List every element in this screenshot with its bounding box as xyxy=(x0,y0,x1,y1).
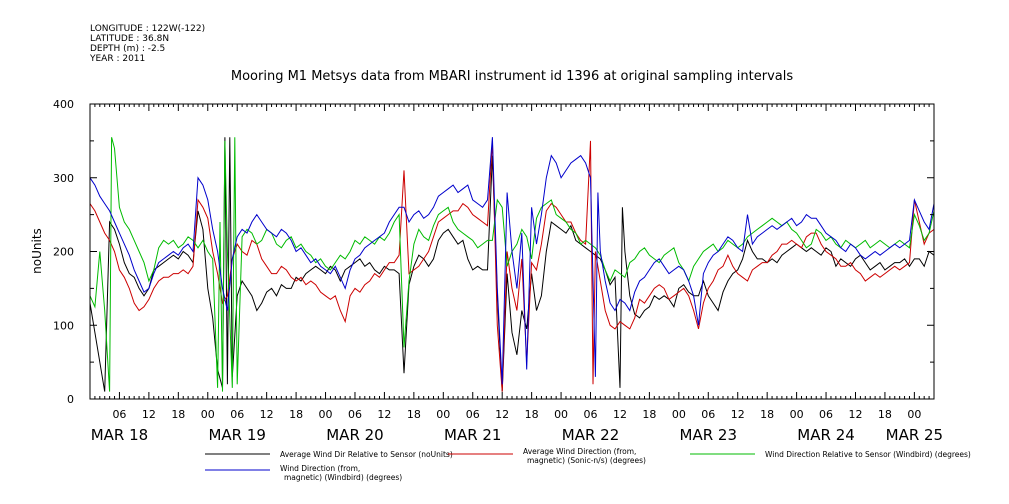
x-tick-label: 18 xyxy=(289,408,303,421)
x-tick-label: 00 xyxy=(790,408,804,421)
series-line-1 xyxy=(90,137,934,392)
y-tick-label: 300 xyxy=(53,172,74,185)
x-tick-label: 00 xyxy=(319,408,333,421)
x-tick-label: 18 xyxy=(525,408,539,421)
y-tick-label: 0 xyxy=(67,393,74,406)
y-tick-label: 200 xyxy=(53,246,74,259)
day-label: MAR 20 xyxy=(326,426,383,444)
x-tick-label: 06 xyxy=(584,408,598,421)
axis-ticks xyxy=(89,103,935,400)
x-tick-label: 18 xyxy=(878,408,892,421)
day-labels: MAR 18 MAR 19 MAR 20 MAR 21 MAR 22 MAR 23 MAR … xyxy=(91,426,943,444)
x-tick-label: 12 xyxy=(142,408,156,421)
x-tick-label: 00 xyxy=(672,408,686,421)
legend-label-2: magnetic) (Sonic-n/s) (degrees) xyxy=(527,456,646,465)
meta-info: LONGITUDE : 122W(-122) LATITUDE : 36.8N … xyxy=(89,24,205,64)
day-label: MAR 23 xyxy=(680,426,737,444)
plot-lines xyxy=(90,137,934,392)
x-tick-label: 06 xyxy=(701,408,715,421)
day-label: MAR 24 xyxy=(797,426,854,444)
y-axis-label: noUnits xyxy=(30,228,44,274)
x-tick-label: 00 xyxy=(201,408,215,421)
legend-label-3: Wind Direction Relative to Sensor (Windb… xyxy=(765,450,971,459)
x-tick-label: 18 xyxy=(407,408,421,421)
x-tick-label: 12 xyxy=(495,408,509,421)
legend-label-2: Average Wind Direction (from, xyxy=(523,447,636,456)
series-line-4 xyxy=(90,137,934,385)
x-tick-label: 06 xyxy=(819,408,833,421)
day-label: MAR 19 xyxy=(208,426,265,444)
x-tick-label: 06 xyxy=(466,408,480,421)
x-tick-label: 06 xyxy=(230,408,244,421)
x-tick-labels: 06 12 18 00 06 12 18 00 06 12 18 00 06 12 18 00 06 12 18 00… xyxy=(112,408,921,421)
day-label: MAR 25 xyxy=(886,426,943,444)
meta-depth: DEPTH (m) : -2.5 xyxy=(90,44,165,54)
y-tick-labels: 0 100 200 300 400 xyxy=(53,98,74,406)
x-tick-label: 06 xyxy=(348,408,362,421)
day-label: MAR 21 xyxy=(444,426,501,444)
x-tick-label: 12 xyxy=(377,408,391,421)
x-tick-label: 06 xyxy=(112,408,126,421)
legend: Average Wind Dir Relative to Sensor (noU… xyxy=(205,447,971,482)
x-tick-label: 12 xyxy=(260,408,274,421)
x-tick-label: 12 xyxy=(848,408,862,421)
legend-label-1: Average Wind Dir Relative to Sensor (noU… xyxy=(280,450,453,459)
x-tick-label: 00 xyxy=(907,408,921,421)
series-line-3 xyxy=(90,137,934,392)
day-label: MAR 18 xyxy=(91,426,148,444)
meta-longitude: LONGITUDE : 122W(-122) xyxy=(90,24,205,34)
x-tick-label: 00 xyxy=(436,408,450,421)
x-tick-label: 00 xyxy=(554,408,568,421)
x-tick-label: 18 xyxy=(171,408,185,421)
x-tick-label: 12 xyxy=(613,408,627,421)
x-tick-label: 18 xyxy=(642,408,656,421)
day-label: MAR 22 xyxy=(562,426,619,444)
x-tick-label: 18 xyxy=(760,408,774,421)
legend-label-4: magnetic) (Windbird) (degrees) xyxy=(284,473,402,482)
y-tick-label: 400 xyxy=(53,98,74,111)
y-tick-label: 100 xyxy=(53,319,74,332)
meta-year: YEAR : 2011 xyxy=(89,54,145,64)
legend-label-4: Wind Direction (from, xyxy=(280,464,360,473)
chart-title: Mooring M1 Metsys data from MBARI instru… xyxy=(231,69,793,84)
x-tick-label: 12 xyxy=(731,408,745,421)
meta-latitude: LATITUDE : 36.8N xyxy=(90,34,169,44)
